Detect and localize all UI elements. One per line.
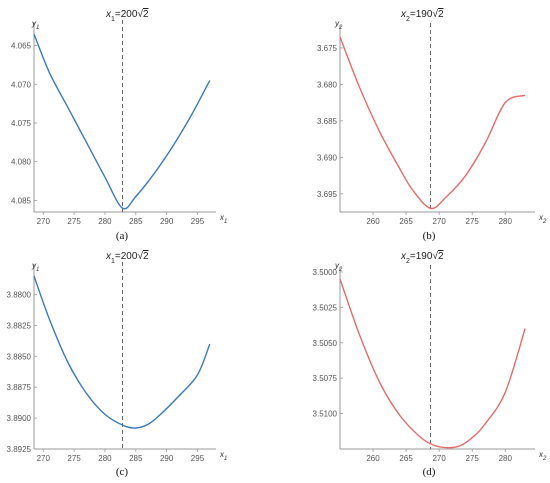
series-line xyxy=(33,275,211,429)
y-axis-label: y1 xyxy=(31,19,39,31)
x-tick-label: 275 xyxy=(67,454,81,463)
x-tick-label: 280 xyxy=(499,217,513,226)
y-tick-label: 4.065 xyxy=(11,42,32,51)
y-tick-label: 3.690 xyxy=(317,153,338,162)
x-tick-label: 260 xyxy=(366,217,380,226)
chart-title: x1=200√2 xyxy=(105,250,149,265)
x-axis-label: x2 xyxy=(538,213,547,225)
y-tick-label: 3.5100 xyxy=(313,410,338,419)
x-tick-label: 270 xyxy=(37,217,51,226)
x-tick-label: 295 xyxy=(191,454,205,463)
sqrt-symbol: √ xyxy=(137,250,143,262)
y-axis-label: y1 xyxy=(31,261,39,273)
y-tick-label: 3.8800 xyxy=(7,291,32,300)
panel-caption: (c) xyxy=(116,466,129,478)
x-tick-label: 280 xyxy=(499,454,513,463)
x-axis-label: x1 xyxy=(219,213,227,225)
x-tick-label: 260 xyxy=(366,454,380,463)
x-tick-label: 280 xyxy=(98,454,112,463)
y-tick-label: 3.5000 xyxy=(313,268,338,277)
y-tick-label: 3.695 xyxy=(317,190,338,199)
x-tick-label: 270 xyxy=(432,217,446,226)
y-tick-label: 4.075 xyxy=(11,119,32,128)
panel-caption: (b) xyxy=(423,230,436,242)
series-line xyxy=(339,36,526,210)
series-line xyxy=(339,278,526,449)
chart-title: x1=200√2 xyxy=(105,8,149,23)
x-axis-label: x1 xyxy=(219,450,227,462)
x-tick-label: 285 xyxy=(129,217,143,226)
x-tick-label: 275 xyxy=(466,217,480,226)
x-tick-label: 295 xyxy=(191,217,205,226)
x-tick-label: 265 xyxy=(399,217,413,226)
chart-title: x2=190√2 xyxy=(400,250,444,265)
y-tick-label: 3.5075 xyxy=(313,374,338,383)
y-tick-label: 3.8825 xyxy=(7,321,32,330)
panel-caption: (a) xyxy=(116,230,129,242)
y-tick-label: 3.5025 xyxy=(313,303,338,312)
sqrt-symbol: √ xyxy=(432,250,438,262)
y-axis-label: y2 xyxy=(334,19,343,31)
y-tick-label: 4.070 xyxy=(11,80,32,89)
x-tick-label: 290 xyxy=(160,217,174,226)
chart-panel-d: 260 265 270 275 280 3.5000 3.5025 3.5050 3.5075 3… xyxy=(313,250,547,478)
sqrt-symbol: √ xyxy=(432,8,438,20)
x-tick-label: 270 xyxy=(432,454,446,463)
x-tick-label: 280 xyxy=(98,217,112,226)
y-axis-label: y2 xyxy=(334,261,343,273)
x-tick-label: 275 xyxy=(466,454,480,463)
x-tick-label: 275 xyxy=(67,217,81,226)
y-tick-label: 3.8850 xyxy=(7,352,32,361)
y-tick-label: 3.5050 xyxy=(313,339,338,348)
y-tick-label: 3.8925 xyxy=(7,445,32,454)
x-tick-label: 285 xyxy=(129,454,143,463)
y-tick-label: 3.685 xyxy=(317,117,338,126)
panel-caption: (d) xyxy=(423,466,436,478)
chart-panel-b: 260 265 270 275 280 3.675 3.680 3.685 3.690 3.695… xyxy=(317,8,547,242)
y-tick-label: 4.085 xyxy=(11,196,32,205)
y-tick-label: 3.675 xyxy=(317,44,338,53)
x-tick-label: 265 xyxy=(399,454,413,463)
series-line xyxy=(33,33,211,210)
y-tick-label: 3.680 xyxy=(317,80,338,89)
y-tick-label: 3.8900 xyxy=(7,414,32,423)
y-tick-label: 4.080 xyxy=(11,158,32,167)
chart-panel-c: 270 275 280 285 290 295 3.8800 3.8825 3.8850 3.88… xyxy=(7,250,228,478)
x-axis-label: x2 xyxy=(538,450,547,462)
y-tick-label: 3.8875 xyxy=(7,383,32,392)
x-tick-label: 290 xyxy=(160,454,174,463)
x-tick-label: 270 xyxy=(37,454,51,463)
sqrt-symbol: √ xyxy=(137,8,143,20)
chart-title: x2=190√2 xyxy=(400,8,444,23)
chart-panel-a: 270 275 280 285 290 295 4.065 4.070 4.075 4.080 4.… xyxy=(11,8,227,242)
